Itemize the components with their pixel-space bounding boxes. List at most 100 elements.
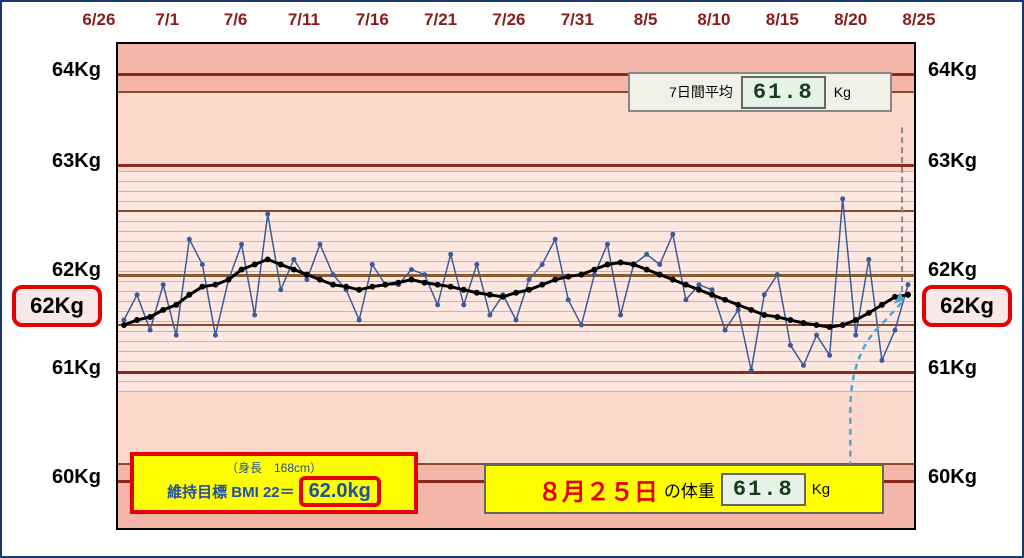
series-marker [579, 323, 584, 328]
x-tick: 8/5 [634, 10, 658, 30]
bmi-target-box: （身長 168cm） 維持目標 BMI 22＝ 62.0kg [130, 452, 418, 514]
series-marker [774, 314, 780, 320]
series-marker [566, 297, 571, 302]
series-marker [879, 302, 885, 308]
series-marker [173, 302, 179, 308]
series-marker [186, 292, 192, 298]
avg-7day-box: 7日間平均 61.8 Kg [628, 72, 892, 112]
series-marker [148, 328, 153, 333]
y-tick-left: 60Kg [52, 466, 101, 489]
series-marker [278, 287, 283, 292]
y-tick-left: 64Kg [52, 59, 101, 82]
series-marker [853, 317, 859, 323]
series-marker [408, 277, 414, 283]
series-marker [435, 282, 441, 288]
series-marker [657, 272, 663, 278]
series-marker [382, 282, 388, 288]
series-marker [161, 282, 166, 287]
x-tick: 8/25 [902, 10, 935, 30]
x-tick: 7/26 [492, 10, 525, 30]
y-tick-right: 64Kg [928, 59, 977, 82]
bmi-text: 維持目標 BMI 22＝ [167, 481, 295, 502]
series-marker [147, 314, 153, 320]
plot-frame: 7日間平均 61.8 Kg （身長 168cm） 維持目標 BMI 22＝ 62… [116, 42, 916, 530]
series-marker [591, 267, 597, 273]
series-marker [134, 317, 140, 323]
series-marker [735, 302, 741, 308]
x-tick: 7/16 [356, 10, 389, 30]
series-marker [553, 237, 558, 242]
series-marker [461, 287, 467, 293]
series-marker [696, 282, 701, 287]
series-marker [212, 282, 218, 288]
series-marker [670, 277, 676, 283]
marker-62-right: 62Kg [922, 285, 1012, 327]
series-marker [448, 284, 454, 290]
avg-label: 7日間平均 [669, 82, 733, 102]
y-tick-right: 60Kg [928, 466, 977, 489]
series-marker [749, 368, 754, 373]
series-marker [644, 267, 650, 273]
y-tick-right: 62Kg [928, 259, 977, 282]
today-date: ８月２５日 [538, 472, 658, 507]
series-marker [683, 297, 688, 302]
x-tick: 7/31 [561, 10, 594, 30]
series-marker [187, 237, 192, 242]
series-marker [710, 287, 715, 292]
series-marker [840, 322, 846, 328]
series-marker [879, 358, 884, 363]
series-marker [906, 282, 911, 287]
series-marker [304, 272, 310, 278]
series-marker [291, 267, 297, 273]
series-marker [853, 333, 858, 338]
series-marker [644, 252, 649, 257]
series-marker [357, 318, 362, 323]
series-marker [709, 292, 715, 298]
series-marker [435, 302, 440, 307]
series-marker [239, 242, 244, 247]
series-marker [199, 284, 205, 290]
series-marker [304, 277, 309, 282]
series-marker [892, 328, 897, 333]
series-marker [356, 287, 362, 293]
avg-value: 61.8 [741, 76, 826, 109]
x-tick: 7/21 [424, 10, 457, 30]
y-tick-left: 61Kg [52, 357, 101, 380]
series-marker [252, 312, 257, 317]
series-marker [578, 272, 584, 278]
series-marker [121, 318, 126, 323]
series-marker [317, 242, 322, 247]
series-marker [526, 287, 532, 293]
series-marker [514, 318, 519, 323]
series-marker [631, 262, 637, 268]
series-marker [265, 212, 270, 217]
series-marker [801, 363, 806, 368]
series-marker [474, 262, 479, 267]
series-marker [657, 262, 662, 267]
series-marker [422, 272, 427, 277]
series-marker [722, 297, 728, 303]
series-marker [160, 307, 166, 313]
series-marker [265, 256, 271, 262]
series-marker [448, 252, 453, 257]
marker-62-right-label: 62Kg [940, 293, 994, 319]
series-marker [409, 267, 414, 272]
x-tick: 7/1 [155, 10, 179, 30]
series-marker [827, 324, 833, 330]
series-marker [317, 277, 323, 283]
x-tick: 8/15 [766, 10, 799, 30]
series-marker [788, 343, 793, 348]
series-marker [618, 260, 624, 266]
y-tick-left: 63Kg [52, 150, 101, 173]
series-marker [801, 320, 807, 326]
series-marker [135, 292, 140, 297]
series-marker [539, 282, 545, 288]
series-marker [278, 262, 284, 268]
series-marker [565, 274, 571, 280]
y-tick-left: 62Kg [52, 259, 101, 282]
series-marker [395, 280, 401, 286]
series-marker [252, 262, 258, 268]
series-marker [330, 282, 336, 288]
series-marker [775, 272, 780, 277]
series-marker [487, 292, 493, 298]
